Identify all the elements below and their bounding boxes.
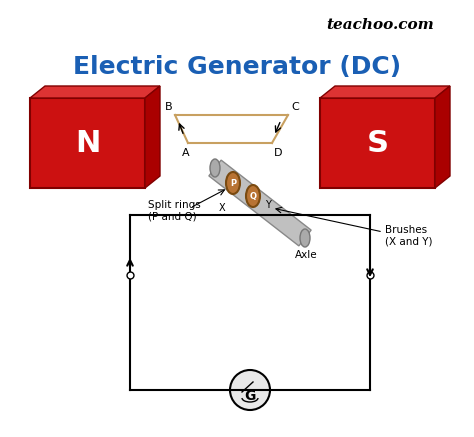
Text: teachoo.com: teachoo.com	[326, 18, 434, 32]
Text: C: C	[291, 102, 299, 112]
Text: N: N	[75, 128, 100, 157]
Polygon shape	[435, 86, 450, 188]
FancyBboxPatch shape	[320, 98, 435, 188]
Text: A: A	[182, 148, 190, 158]
Ellipse shape	[300, 229, 310, 247]
Text: Brushes
(X and Y): Brushes (X and Y)	[385, 225, 432, 246]
Text: G: G	[244, 389, 255, 403]
Ellipse shape	[210, 159, 220, 177]
Text: Y: Y	[265, 200, 271, 210]
Text: Axle: Axle	[295, 250, 318, 260]
Polygon shape	[320, 86, 450, 98]
Text: X: X	[219, 203, 225, 213]
Ellipse shape	[226, 172, 240, 194]
Circle shape	[230, 370, 270, 410]
Text: B: B	[165, 102, 173, 112]
Text: Q: Q	[249, 191, 256, 201]
Text: D: D	[274, 148, 283, 158]
Text: Electric Generator (DC): Electric Generator (DC)	[73, 55, 401, 79]
Text: Split rings
(P and Q): Split rings (P and Q)	[148, 200, 201, 222]
Ellipse shape	[246, 185, 260, 207]
Text: P: P	[230, 178, 236, 187]
FancyBboxPatch shape	[30, 98, 145, 188]
Polygon shape	[145, 86, 160, 188]
Text: S: S	[366, 128, 389, 157]
Polygon shape	[209, 160, 311, 246]
Polygon shape	[30, 86, 160, 98]
